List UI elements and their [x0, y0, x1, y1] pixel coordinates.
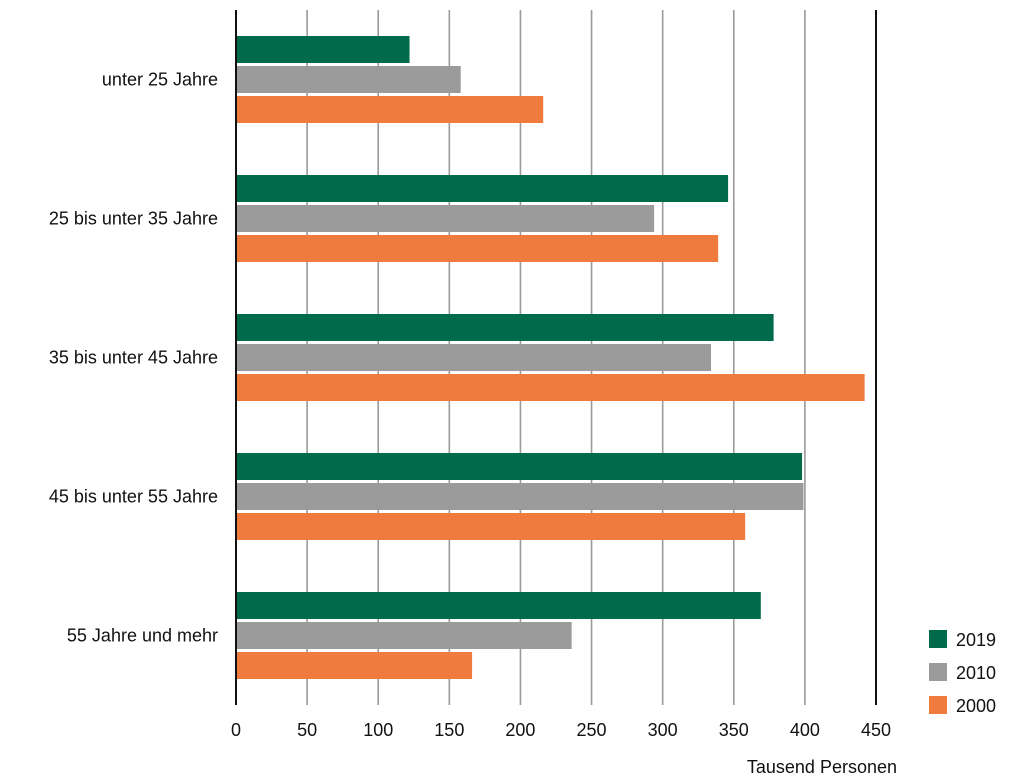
category-label-3: 35 bis unter 45 Jahre [49, 348, 218, 368]
x-tick-label-300: 300 [648, 720, 678, 740]
bar-2000-2 [236, 235, 719, 262]
bar-2000-4 [236, 513, 746, 540]
x-tick-label-400: 400 [790, 720, 820, 740]
x-tick-label-200: 200 [505, 720, 535, 740]
legend-label-2000: 2000 [956, 696, 996, 716]
x-tick-label-0: 0 [231, 720, 241, 740]
x-tick-label-150: 150 [434, 720, 464, 740]
bar-2000-1 [236, 96, 544, 123]
legend-label-2019: 2019 [956, 630, 996, 650]
x-tick-labels: 0 50 100 150 200 250 300 350 400 450 [231, 720, 891, 740]
category-label-2: 25 bis unter 35 Jahre [49, 209, 218, 229]
legend-label-2010: 2010 [956, 663, 996, 683]
category-label-1: unter 25 Jahre [102, 70, 218, 90]
bar-2010-4 [236, 483, 804, 510]
legend-swatch-2000 [929, 696, 947, 714]
bar-2019-4 [236, 453, 803, 480]
legend: 2019 2010 2000 [929, 630, 996, 716]
bar-2010-2 [236, 205, 655, 232]
bar-2019-3 [236, 314, 774, 341]
bars [236, 36, 865, 679]
category-labels: unter 25 Jahre 25 bis unter 35 Jahre 35 bi… [49, 70, 218, 646]
bar-2010-3 [236, 344, 712, 371]
bar-2010-1 [236, 66, 461, 93]
x-tick-label-100: 100 [363, 720, 393, 740]
x-tick-label-450: 450 [861, 720, 891, 740]
bar-2019-1 [236, 36, 410, 63]
x-tick-label-50: 50 [297, 720, 317, 740]
bar-2019-5 [236, 592, 761, 619]
x-tick-label-350: 350 [719, 720, 749, 740]
category-label-4: 45 bis unter 55 Jahre [49, 487, 218, 507]
category-label-5: 55 Jahre und mehr [67, 626, 218, 646]
bar-2019-2 [236, 175, 729, 202]
x-axis-title: Tausend Personen [747, 757, 897, 777]
bar-2000-5 [236, 652, 473, 679]
bar-2000-3 [236, 374, 865, 401]
legend-swatch-2019 [929, 630, 947, 648]
bar-2010-5 [236, 622, 572, 649]
legend-swatch-2010 [929, 663, 947, 681]
x-tick-label-250: 250 [577, 720, 607, 740]
